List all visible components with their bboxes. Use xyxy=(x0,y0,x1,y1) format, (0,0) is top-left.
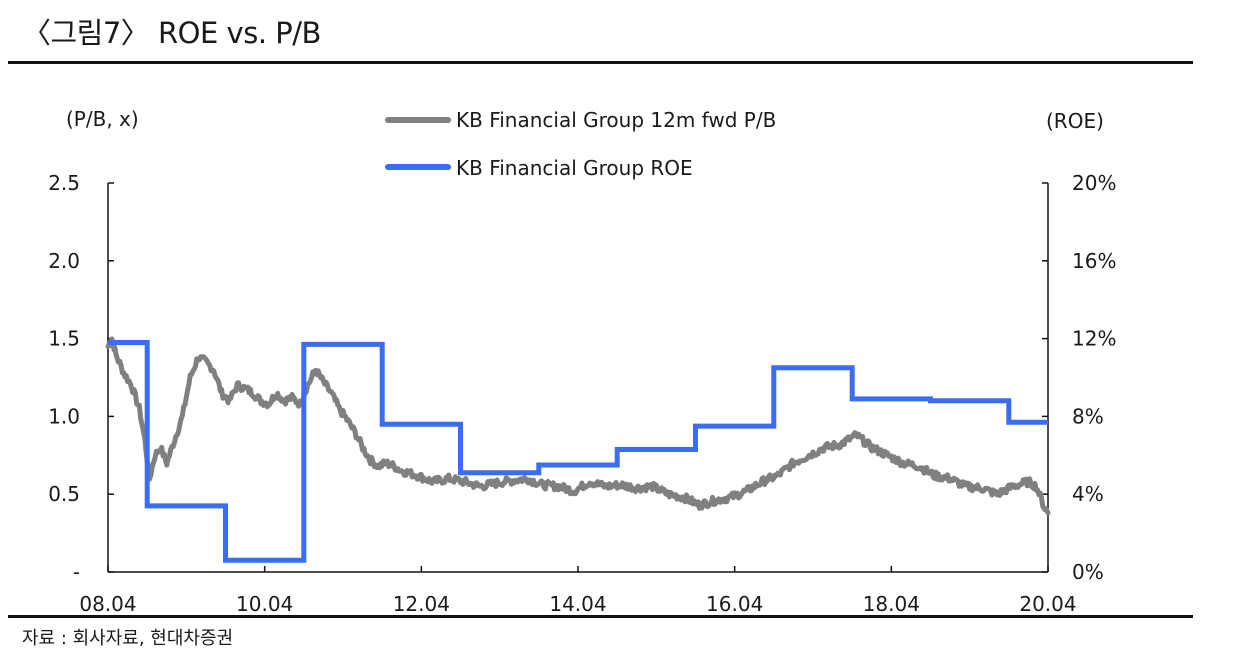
legend-label-pb: KB Financial Group 12m fwd P/B xyxy=(456,108,776,132)
right-tick-label: 0% xyxy=(1072,560,1104,584)
source-note: 자료 : 회사자료, 현대차증권 xyxy=(22,628,234,649)
left-tick-label: 1.0 xyxy=(48,404,80,428)
x-tick-label: 10.04 xyxy=(236,592,293,616)
bottom-rule xyxy=(8,615,1193,618)
x-tick-label: 18.04 xyxy=(863,592,920,616)
right-tick-label: 16% xyxy=(1072,249,1116,273)
figure-title: 〈그림7〉 ROE vs. P/B xyxy=(22,16,321,50)
right-tick-label: 12% xyxy=(1072,327,1116,351)
left-axis-unit: (P/B, x) xyxy=(66,107,139,131)
x-tick-label: 12.04 xyxy=(393,592,450,616)
left-tick-label: 1.5 xyxy=(48,327,80,351)
right-axis-unit: (ROE) xyxy=(1046,109,1104,133)
right-tick-label: 4% xyxy=(1072,482,1104,506)
legend-label-roe: KB Financial Group ROE xyxy=(456,156,693,180)
right-tick-label: 8% xyxy=(1072,404,1104,428)
left-tick-label: - xyxy=(73,560,80,584)
x-tick-label: 20.04 xyxy=(1019,592,1076,616)
pb-series-line xyxy=(105,336,1051,516)
x-tick-label: 14.04 xyxy=(549,592,606,616)
roe-series-line xyxy=(108,340,1048,563)
x-tick-label: 16.04 xyxy=(706,592,763,616)
left-tick-label: 2.5 xyxy=(48,171,80,195)
left-tick-label: 0.5 xyxy=(48,482,80,506)
top-rule xyxy=(8,61,1193,64)
right-tick-label: 20% xyxy=(1072,171,1116,195)
x-tick-label: 08.04 xyxy=(79,592,136,616)
left-tick-label: 2.0 xyxy=(48,249,80,273)
